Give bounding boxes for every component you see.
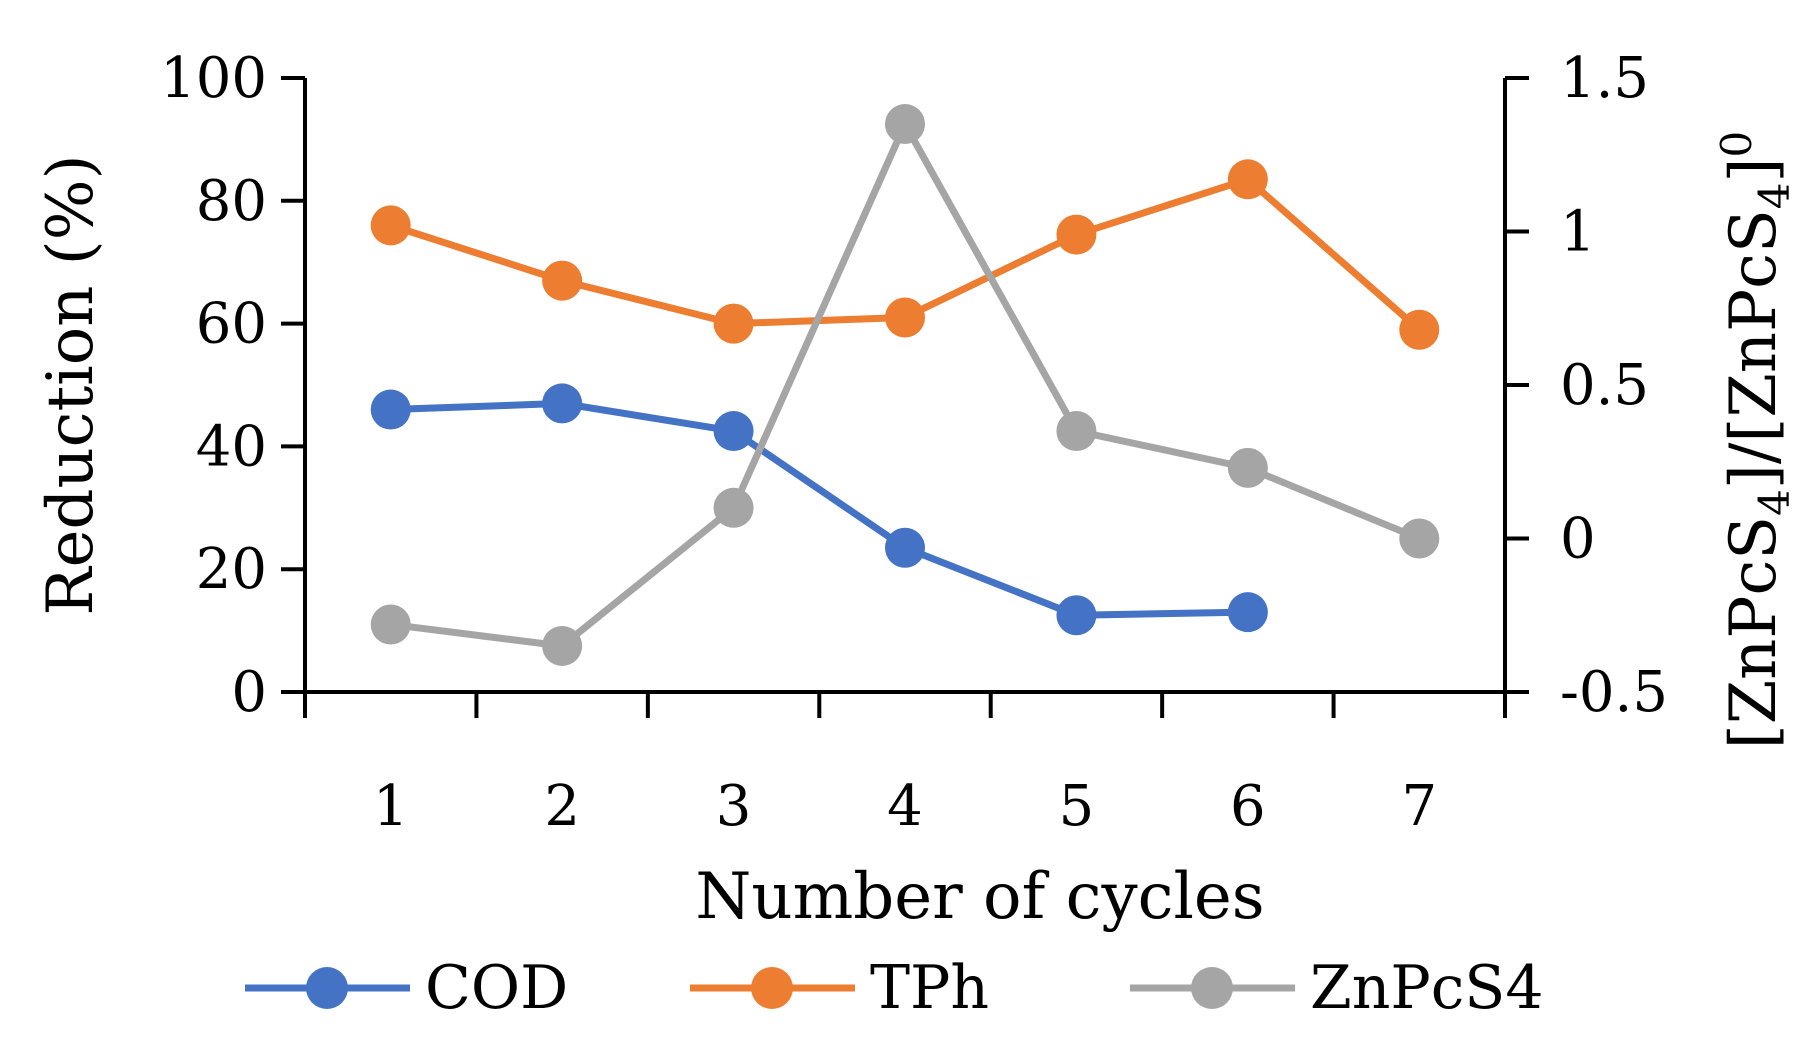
data-point-tph — [713, 303, 754, 344]
data-point-znpcs4 — [713, 487, 754, 528]
series-layer — [370, 104, 1440, 666]
x-tick-label: 2 — [544, 774, 580, 839]
x-tick-label: 1 — [373, 774, 409, 839]
legend: COD TPh ZnPcS4 — [245, 953, 1544, 1023]
data-point-cod — [1056, 595, 1097, 636]
y-tick-label-right: 0 — [1560, 507, 1596, 572]
data-point-cod — [713, 411, 754, 452]
data-point-znpcs4 — [542, 625, 583, 666]
legend-marker-znpcs4 — [1191, 967, 1233, 1009]
y-tick-label-left: 20 — [196, 537, 267, 602]
y-tick-label-left: 100 — [160, 46, 267, 111]
x-tick-label: 3 — [716, 774, 752, 839]
y-axis-title-right-part: 0 — [1712, 131, 1761, 158]
data-point-znpcs4 — [885, 104, 925, 145]
data-point-tph — [885, 297, 925, 338]
y-tick-label-right: 1 — [1560, 200, 1596, 265]
data-point-cod — [370, 389, 411, 430]
y-axis-title-right-part: 4 — [1750, 182, 1799, 209]
x-axis-title: Number of cycles — [695, 860, 1264, 934]
data-point-tph — [1227, 159, 1268, 200]
y-axis-title-right-part: ] — [1717, 157, 1791, 182]
data-point-znpcs4 — [1227, 447, 1268, 488]
data-point-znpcs4 — [370, 604, 411, 645]
data-point-cod — [1227, 592, 1268, 633]
series-line-cod — [390, 399, 1248, 619]
y-axis-title-right-part: 4 — [1750, 489, 1799, 516]
x-tick-label: 5 — [1059, 774, 1095, 839]
y-tick-label-right: -0.5 — [1560, 660, 1668, 725]
data-point-znpcs4 — [1399, 518, 1440, 559]
y-axis-title-right-part: ]/[ZnPcS — [1717, 209, 1791, 489]
data-point-tph — [1056, 214, 1097, 255]
legend-label-znpcs4: ZnPcS4 — [1310, 953, 1544, 1023]
data-point-cod — [885, 527, 925, 568]
data-point-tph — [1399, 309, 1440, 350]
y-tick-label-right: 0.5 — [1560, 353, 1649, 418]
legend-marker-cod — [306, 967, 348, 1009]
x-tick-label: 7 — [1401, 774, 1437, 839]
y-axis-title-left: Reduction (%) — [34, 154, 108, 615]
x-tick-label: 4 — [887, 774, 923, 839]
y-tick-label-left: 40 — [196, 414, 267, 479]
y-tick-label-right: 1.5 — [1560, 46, 1649, 111]
legend-label-tph: TPh — [870, 953, 989, 1023]
y-axis-title-right-part: [ZnPcS — [1717, 516, 1791, 749]
legend-marker-tph — [751, 967, 793, 1009]
y-tick-label-left: 0 — [231, 660, 267, 725]
x-tick-label: 6 — [1230, 774, 1266, 839]
y-axis-title-right: [ZnPcS4]/[ZnPcS4]0 — [1712, 131, 1799, 750]
legend-label-cod: COD — [425, 953, 568, 1023]
data-point-cod — [542, 383, 583, 424]
data-point-tph — [542, 260, 583, 301]
y-tick-label-left: 80 — [196, 169, 267, 234]
y-tick-label-left: 60 — [196, 292, 267, 357]
data-point-znpcs4 — [1056, 411, 1097, 452]
data-point-tph — [370, 205, 411, 246]
